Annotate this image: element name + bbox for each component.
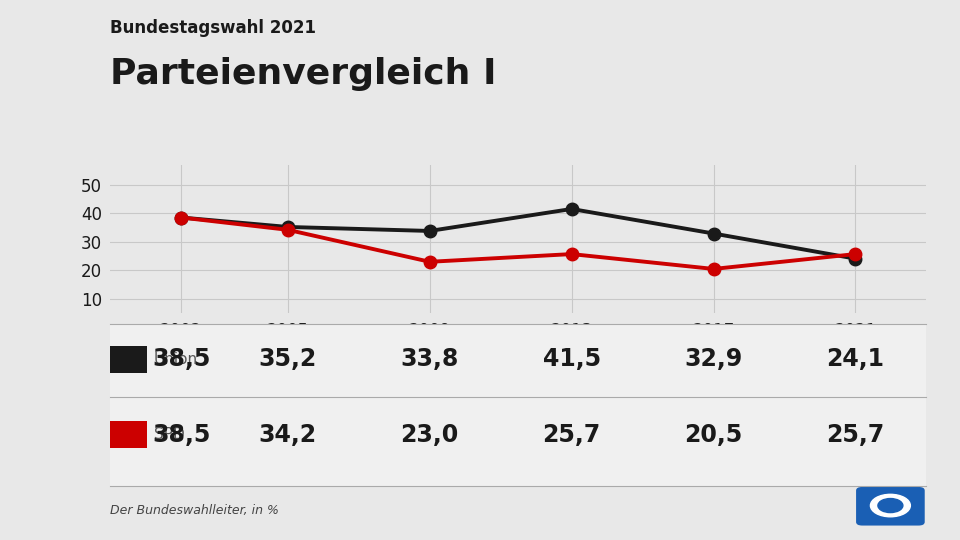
Text: 25,7: 25,7 (827, 423, 884, 447)
Text: Der Bundeswahlleiter, in %: Der Bundeswahlleiter, in % (110, 504, 279, 517)
Text: 41,5: 41,5 (542, 347, 601, 371)
Text: 33,8: 33,8 (400, 347, 459, 371)
Text: SPD: SPD (154, 427, 184, 442)
Circle shape (877, 498, 902, 512)
Text: 23,0: 23,0 (400, 423, 459, 447)
Text: 34,2: 34,2 (259, 423, 317, 447)
Text: 38,5: 38,5 (153, 347, 210, 371)
Text: 38,5: 38,5 (153, 423, 210, 447)
Text: Bundestagswahl 2021: Bundestagswahl 2021 (110, 19, 317, 37)
Text: 24,1: 24,1 (827, 347, 884, 371)
Text: 35,2: 35,2 (258, 347, 317, 371)
FancyBboxPatch shape (856, 487, 924, 525)
Text: 32,9: 32,9 (684, 347, 743, 371)
Text: 20,5: 20,5 (684, 423, 743, 447)
Circle shape (871, 494, 910, 517)
Text: Union: Union (154, 352, 198, 367)
Text: 25,7: 25,7 (542, 423, 601, 447)
Text: Parteienvergleich I: Parteienvergleich I (110, 57, 497, 91)
